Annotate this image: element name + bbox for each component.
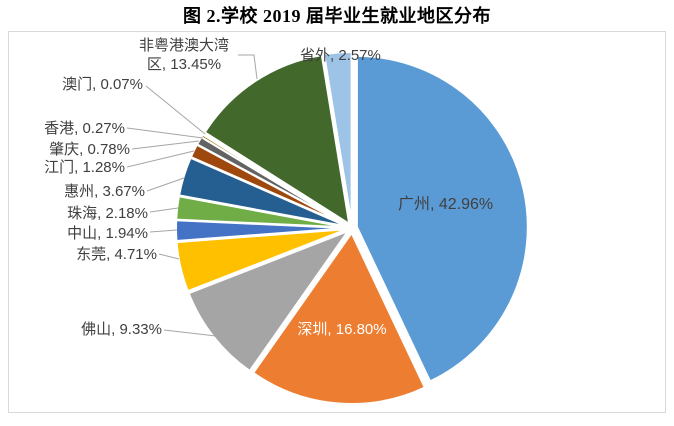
leader-line-dongguan: [158, 253, 180, 260]
data-label-outside-province: 省外, 2.57%: [300, 47, 381, 64]
pie-slice-dongguan[interactable]: [175, 228, 349, 293]
leader-line-huizhou: [146, 177, 185, 192]
leader-line-hongkong: [126, 127, 204, 139]
chart-title: 图 2.学校 2019 届毕业生就业地区分布: [183, 6, 491, 26]
data-label-zhongshan: 中山, 1.94%: [67, 225, 148, 242]
pie-slice-foshan[interactable]: [187, 230, 350, 372]
leader-line-zhaoqing: [131, 140, 200, 150]
leader-line-foshan: [163, 329, 217, 337]
data-label-jiangmen: 江门, 1.28%: [44, 159, 125, 176]
data-label-zhaoqing: 肇庆, 0.78%: [49, 141, 130, 158]
data-label-shenzhen: 深圳, 16.80%: [297, 321, 387, 338]
leader-line-non-gba: [238, 54, 258, 80]
data-label-non-gba: 非粤港澳大湾 区, 13.45%: [138, 37, 229, 73]
pie-slice-non-gba[interactable]: [203, 54, 351, 225]
pie-slice-shenzhen[interactable]: [252, 232, 426, 405]
data-label-guangzhou: 广州, 42.96%: [398, 196, 494, 213]
data-label-dongguan: 东莞, 4.71%: [76, 246, 157, 263]
leader-line-zhuhai: [149, 207, 179, 213]
leader-line-zhongshan: [149, 229, 178, 233]
leader-line-jiangmen: [126, 150, 195, 168]
data-label-zhuhai: 珠海, 2.18%: [67, 205, 148, 222]
pie-slice-guangzhou[interactable]: [355, 54, 529, 383]
pie-slice-outside-province[interactable]: [323, 50, 353, 224]
leader-line-macau: [145, 85, 206, 135]
data-label-macau: 澳门, 0.07%: [62, 76, 143, 93]
data-label-huizhou: 惠州, 3.67%: [64, 183, 145, 200]
data-label-hongkong: 香港, 0.27%: [44, 120, 125, 137]
pie-slice-macau[interactable]: [201, 132, 349, 227]
data-label-foshan: 佛山, 9.33%: [81, 321, 162, 338]
